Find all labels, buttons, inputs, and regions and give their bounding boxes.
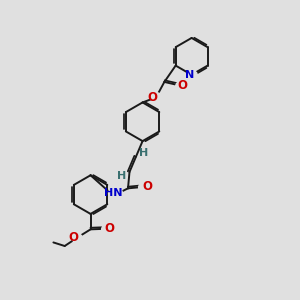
Text: O: O <box>105 222 115 235</box>
Text: O: O <box>142 180 152 194</box>
Text: H: H <box>139 148 148 158</box>
Text: HN: HN <box>104 188 123 198</box>
Text: O: O <box>148 91 158 104</box>
Text: O: O <box>178 79 188 92</box>
Text: N: N <box>185 70 195 80</box>
Text: H: H <box>117 171 127 181</box>
Text: O: O <box>69 231 79 244</box>
